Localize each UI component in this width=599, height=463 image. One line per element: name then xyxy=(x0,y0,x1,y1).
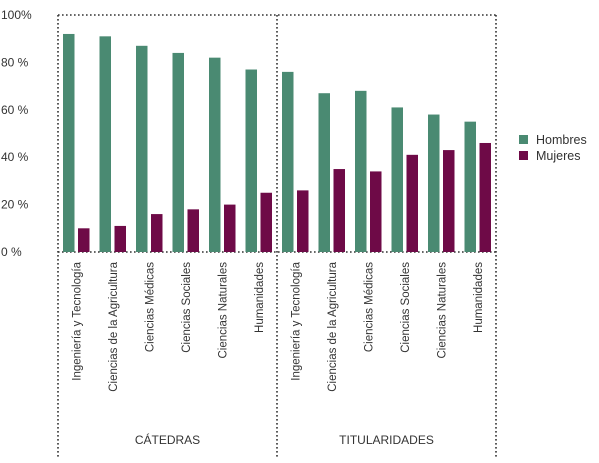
bars-layer xyxy=(63,33,491,253)
bar-mujeres xyxy=(224,204,236,252)
y-tick-label: 0 % xyxy=(1,245,22,259)
bar-hombres xyxy=(245,69,257,252)
bar-hombres xyxy=(99,36,111,252)
category-label: Ciencias de la Agricultura xyxy=(108,261,120,391)
category-label: Ciencias Médicas xyxy=(144,262,156,352)
y-tick-label: 100% xyxy=(1,8,32,22)
category-label: Ciencias Sociales xyxy=(181,262,193,353)
legend-label-hombres: Hombres xyxy=(536,133,587,147)
labels-layer: Ingeniería y Tecnología Ciencias de la Ag… xyxy=(71,261,485,447)
legend-swatch-mujeres xyxy=(519,151,528,160)
category-label: Humanidades xyxy=(254,262,266,333)
bar-hombres xyxy=(172,52,184,252)
bar-hombres xyxy=(318,93,330,253)
category-label: Humanidades xyxy=(473,262,485,333)
category-label: Ciencias Sociales xyxy=(400,262,412,353)
group-label: TITULARIDADES xyxy=(339,433,434,447)
category-label: Ciencias Naturales xyxy=(217,262,229,359)
category-label: Ingeniería y Tecnología xyxy=(71,261,83,380)
bar-hombres xyxy=(464,121,476,253)
bar-mujeres xyxy=(260,192,272,252)
bar-hombres xyxy=(209,57,221,252)
bar-hombres xyxy=(391,107,403,253)
legend: Hombres Mujeres xyxy=(519,133,587,163)
y-tick-label: 20 % xyxy=(1,198,29,212)
bar-mujeres xyxy=(187,209,199,252)
bar-hombres xyxy=(63,33,75,253)
category-label: Ciencias Naturales xyxy=(436,262,448,359)
bar-mujeres xyxy=(78,228,90,252)
category-label: Ingeniería y Tecnología xyxy=(290,261,302,380)
bar-mujeres xyxy=(443,150,455,252)
bar-mujeres xyxy=(479,142,491,252)
bar-mujeres xyxy=(151,214,163,252)
category-label: Ciencias de la Agricultura xyxy=(327,261,339,391)
bar-mujeres xyxy=(114,225,126,252)
bar-hombres xyxy=(136,45,148,253)
bar-hombres xyxy=(355,90,367,252)
bar-mujeres xyxy=(370,171,382,252)
y-tick-label: 80 % xyxy=(1,55,29,69)
bar-hombres xyxy=(428,114,440,252)
bar-mujeres xyxy=(297,190,309,252)
category-label: Ciencias Médicas xyxy=(363,262,375,352)
axis-layer: 0 % 20 % 40 % 60 % 80 % 100% xyxy=(1,8,497,458)
legend-swatch-hombres xyxy=(519,135,528,144)
bar-mujeres xyxy=(406,154,418,252)
y-tick-label: 60 % xyxy=(1,103,29,117)
legend-label-mujeres: Mujeres xyxy=(536,149,580,163)
y-tick-label: 40 % xyxy=(1,150,29,164)
bar-mujeres xyxy=(333,169,345,252)
group-label: CÁTEDRAS xyxy=(135,432,200,447)
bar-hombres xyxy=(282,71,294,252)
